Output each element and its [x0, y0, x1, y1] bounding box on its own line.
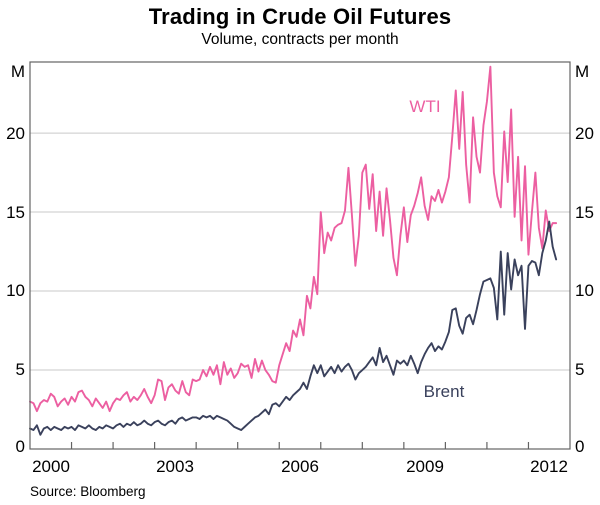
- y-axis-label-15-right: 15: [575, 203, 594, 222]
- y-axis-label-5-left: 5: [15, 360, 25, 379]
- y-axis-label-0-right: 0: [575, 437, 585, 456]
- y-axis-label-10-left: 10: [6, 281, 25, 300]
- x-axis-label-2003: 2003: [156, 457, 194, 476]
- y-axis-label-20-left: 20: [6, 124, 25, 143]
- series-label-wti: WTI: [409, 97, 441, 116]
- series-line-wti: [29, 65, 558, 413]
- y-axis-label-15-left: 15: [6, 203, 25, 222]
- x-axis-label-2012: 2012: [530, 457, 568, 476]
- x-axis-label-2000: 2000: [32, 457, 70, 476]
- plot-frame: [29, 61, 571, 450]
- series-line-brent: [29, 220, 558, 436]
- source-note: Source: Bloomberg: [30, 484, 146, 499]
- chart-title: Trading in Crude Oil Futures: [148, 4, 452, 29]
- series-label-brent: Brent: [423, 382, 465, 401]
- chart-subtitle: Volume, contracts per month: [201, 31, 399, 48]
- x-axis-label-2006: 2006: [281, 457, 319, 476]
- y-axis-unit-right: M: [575, 62, 590, 81]
- x-axis-label-2009: 2009: [406, 457, 444, 476]
- y-axis-label-20-right: 20: [575, 124, 594, 143]
- y-axis-label-10-right: 10: [575, 281, 594, 300]
- y-axis-unit-left: M: [10, 62, 25, 81]
- y-axis-label-0-left: 0: [15, 437, 25, 456]
- y-axis-label-5-right: 5: [575, 360, 585, 379]
